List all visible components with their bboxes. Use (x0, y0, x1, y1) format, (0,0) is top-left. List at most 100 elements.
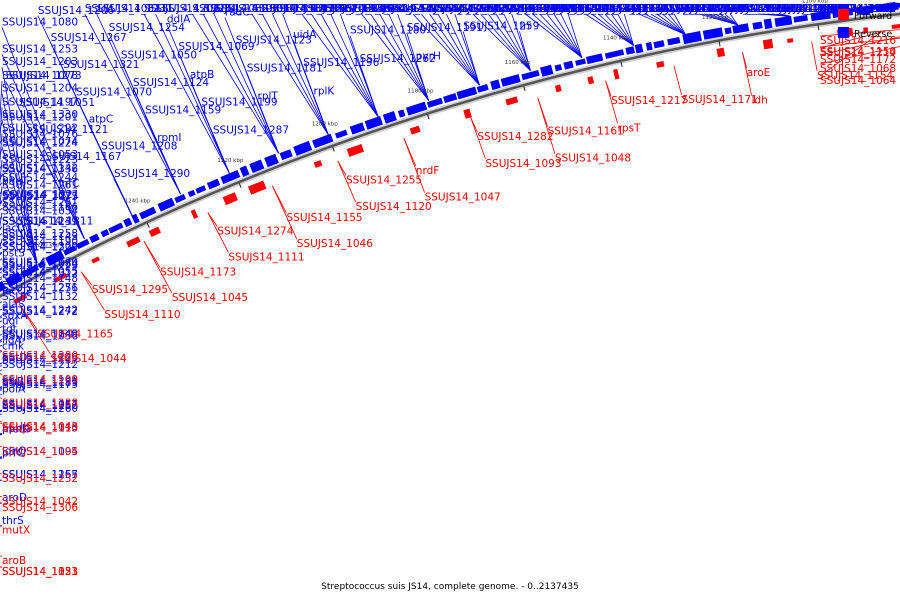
gene-label: SSUJS14_1264 (763, 3, 839, 15)
gene-label: SSUJS14_1147 (2, 216, 78, 228)
reverse-gene-arrow (100, 228, 110, 238)
gene-connector (623, 13, 634, 46)
gene-label: SSUJS14_1124 (133, 77, 209, 89)
gene-connector (311, 13, 379, 118)
gene-label: SSUJS14_1082 (192, 3, 268, 15)
reverse-gene-arrow (456, 86, 478, 100)
legend-forward-swatch (838, 9, 849, 20)
gene-connector (437, 13, 480, 86)
gene-label: SSUJS14_1033 (2, 566, 78, 578)
gene-label: SSUJS14_1113 (554, 3, 630, 15)
gene-connector (403, 137, 425, 193)
gene-connector (819, 37, 900, 48)
gene-connector (0, 81, 3, 124)
reverse-gene-arrow (220, 169, 241, 185)
legend: Forward Reverse (838, 9, 892, 40)
gene-connector (80, 271, 105, 311)
gene-label: truB (2, 376, 24, 388)
gene-label: atpC (89, 114, 114, 126)
gene-connector (5, 81, 85, 239)
gene-connector (698, 13, 738, 26)
gene-label: SSUJS14_1183 (645, 3, 721, 15)
gene-connector (1, 173, 38, 263)
gene-label: frr (519, 20, 532, 32)
gene-label: SSUJS14_1084 (2, 258, 78, 270)
gene-label: SSUJS14_1226 (2, 352, 78, 364)
gene-connector (811, 41, 818, 72)
gene-label: eutD (2, 352, 27, 364)
gene-label: SSUJS14_1037 (547, 3, 623, 15)
gene-label: SSUJS14_1110 (104, 309, 180, 321)
gene-connector (539, 13, 583, 58)
gene-label: SSUJS14_1286 (624, 3, 700, 15)
gene-label: SSUJS14_1196 (303, 57, 379, 69)
gene-label: rpmI (157, 132, 181, 144)
gene-label: SSUJS14_1285 (709, 3, 785, 15)
gene-connector (729, 13, 739, 26)
gene-label: SSUJS14_1221 (3, 189, 79, 201)
gene-connector (567, 13, 583, 58)
gene-label: SSUJS14_1095 (2, 446, 78, 458)
gene-label: SSUJS14_1118 (446, 3, 522, 15)
reverse-gene-arrow (539, 64, 554, 77)
gene-connector (668, 13, 686, 35)
gene-label: SSUJS14_1162 (668, 3, 744, 15)
gene-connector (272, 13, 329, 135)
gene-label: thrS (2, 515, 24, 527)
gene-connector (0, 212, 3, 228)
gene-label: SSUJS14_1209 (533, 3, 609, 15)
gene-label: SSUJS14_1202 (618, 3, 694, 15)
gene-label: SSUJS14_1048 (555, 153, 631, 165)
gene-label: SSUJS14_1123 (236, 34, 312, 46)
reverse-gene-arrow (554, 64, 563, 72)
gene-connector (638, 13, 686, 36)
gene-label: SSUJS14_1232 (2, 473, 78, 485)
gene-connector (610, 13, 634, 46)
gene-label: SSUJS14_1132 (2, 291, 78, 303)
gene-connector (0, 107, 3, 145)
gene-connector (1, 54, 85, 239)
gene-label: SSUJS14_1036 (657, 3, 733, 15)
reverse-gene-arrow (5, 271, 23, 288)
gene-label: SSUJS14_1200 (421, 3, 497, 15)
gene-label: ddlA (167, 14, 191, 26)
reverse-gene-arrow (37, 261, 46, 269)
gene-label: pheT (2, 175, 29, 187)
gene-connector (420, 13, 480, 86)
reverse-gene-arrow (157, 197, 176, 212)
tick-label: 1200 kbp (312, 121, 338, 127)
tick-label: 1220 kbp (217, 158, 243, 164)
gene-label: SSUJS14_1056 (2, 330, 78, 342)
reverse-gene-arrow (443, 93, 458, 104)
gene-label: SSUJS14_1175 (2, 379, 78, 391)
gene-connector (819, 29, 900, 37)
gene-label: SSUJS14_1260 (2, 403, 78, 415)
gene-label: SSUJS14_1055 (2, 266, 78, 278)
gene-label: SSUJS14_1043 (2, 421, 78, 433)
gene-connector (0, 238, 3, 249)
legend-forward-label: Forward (854, 11, 892, 22)
gene-label: SSUJS14_1201 (2, 112, 78, 124)
gene-label: SSUJS14_1112 (663, 3, 739, 15)
gene-label: SSUJS14_1270 (592, 3, 668, 15)
gene-label: SSUJS14_1229 (2, 261, 78, 273)
gene-label: SSUJS14_1277 (311, 3, 387, 15)
gene-label: SSUJS14_1120 (356, 201, 432, 213)
reverse-gene-arrow (682, 31, 702, 45)
gene-label: SSUJS14_1180 (350, 25, 426, 37)
gene-connector (207, 212, 229, 253)
reverse-gene-arrow (293, 140, 313, 156)
tick-label: 1260 kbp (34, 243, 60, 249)
gene-label: SSUJS14_1273 (6, 70, 82, 82)
gene-connector (446, 13, 480, 86)
gene-label: SSUJS14_1271 (2, 282, 78, 294)
gene-label: SSUJS14_1336 (2, 164, 78, 176)
forward-gene-arrow (346, 143, 365, 157)
gene-label: lacD1 (2, 222, 32, 234)
gene-label: SSUJS14_1311 (17, 216, 93, 228)
gene-label: infC (59, 178, 80, 190)
reverse-gene-arrow (625, 46, 635, 55)
gene-connector (480, 13, 531, 72)
reverse-gene-arrow (45, 249, 65, 267)
